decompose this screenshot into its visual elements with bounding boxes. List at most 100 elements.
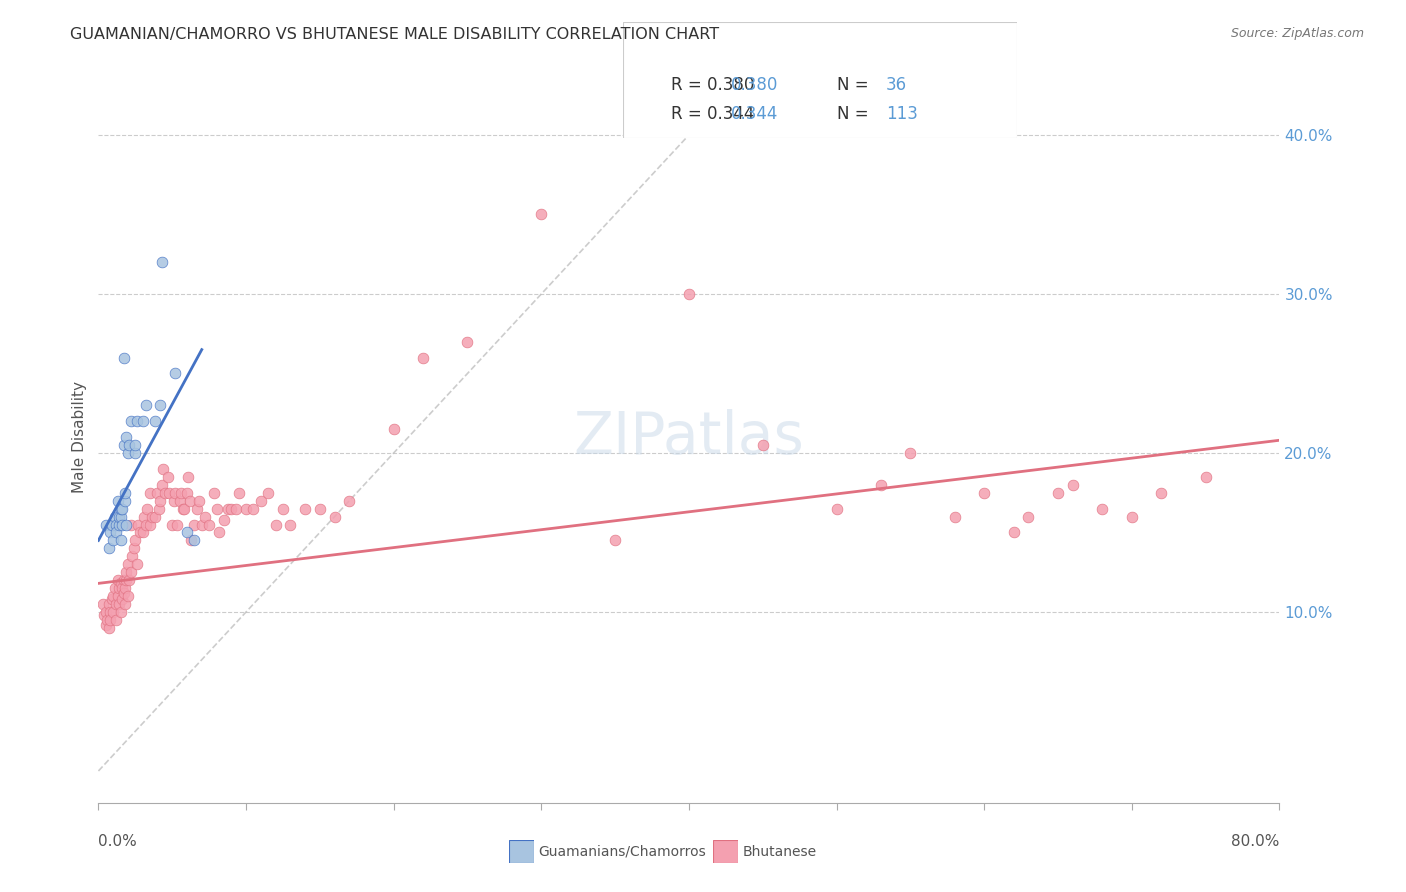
Point [110,605,132,619]
Point [152,462,174,476]
Point [105,613,128,627]
Point [111,517,134,532]
Point [124,446,146,460]
Point [124,533,146,548]
Point [179,493,201,508]
Bar [628,43,654,80]
Point [114,581,136,595]
Point [382,422,405,436]
Point [212,513,235,527]
Point [94,617,117,632]
Point [1121,509,1143,524]
Point [120,517,142,532]
Point [115,517,138,532]
Point [173,501,195,516]
Text: N =: N = [837,105,868,123]
Point [530,207,553,221]
Point [132,414,155,428]
Point [900,446,922,460]
Point [180,533,202,548]
Point [278,517,302,532]
Point [112,438,135,452]
Point [149,493,172,508]
Point [177,470,200,484]
Point [323,509,346,524]
Point [98,613,121,627]
Point [202,485,225,500]
Point [117,558,139,572]
Point [242,501,264,516]
Point [143,414,166,428]
Text: R = 0.344: R = 0.344 [671,105,754,123]
Point [183,517,205,532]
Point [118,573,141,587]
Point [156,470,179,484]
Point [264,517,287,532]
Point [111,592,134,607]
Text: 113: 113 [886,105,918,123]
Point [98,525,121,540]
Point [103,589,125,603]
Point [149,398,172,412]
Point [412,351,434,365]
Point [115,573,138,587]
Point [1062,477,1084,491]
Text: GUAMANIAN/CHAMORRO VS BHUTANESE MALE DISABILITY CORRELATION CHART: GUAMANIAN/CHAMORRO VS BHUTANESE MALE DIS… [70,27,720,42]
Point [107,573,129,587]
Text: R = 0.380: R = 0.380 [671,76,754,94]
Point [132,525,155,540]
Point [124,438,146,452]
Point [105,597,128,611]
Point [198,517,221,532]
Point [94,605,117,619]
Text: Bhutanese: Bhutanese [742,845,817,859]
Point [108,597,131,611]
Point [110,509,132,524]
Point [103,605,125,619]
Point [217,501,239,516]
Point [186,501,208,516]
Point [162,517,183,532]
Point [117,589,139,603]
Point [166,517,188,532]
Point [148,501,170,516]
Point [208,525,231,540]
Point [943,509,966,524]
Point [105,517,128,532]
Point [869,477,891,491]
Point [973,485,995,500]
Point [105,525,128,540]
Point [114,485,136,500]
Point [103,533,125,548]
Point [150,477,173,491]
Point [125,414,148,428]
Y-axis label: Male Disability: Male Disability [72,381,87,493]
Point [157,485,180,500]
Point [194,509,217,524]
Point [1002,525,1025,540]
Bar [628,90,654,127]
Point [111,501,134,516]
Point [112,586,135,600]
Point [112,351,135,365]
Point [135,517,157,532]
Point [134,509,156,524]
Point [108,581,131,595]
Point [250,493,273,508]
Point [108,517,131,532]
Point [135,398,157,412]
Point [153,485,176,500]
Point [120,566,142,580]
Point [115,430,138,444]
Point [115,566,138,580]
Point [111,581,134,595]
Point [165,367,187,381]
Point [121,549,143,564]
Point [107,493,129,508]
Text: 80.0%: 80.0% [1232,834,1279,849]
Point [108,509,131,524]
Point [169,493,191,508]
Point [146,485,169,500]
Point [294,501,316,516]
Text: N =: N = [837,76,868,94]
